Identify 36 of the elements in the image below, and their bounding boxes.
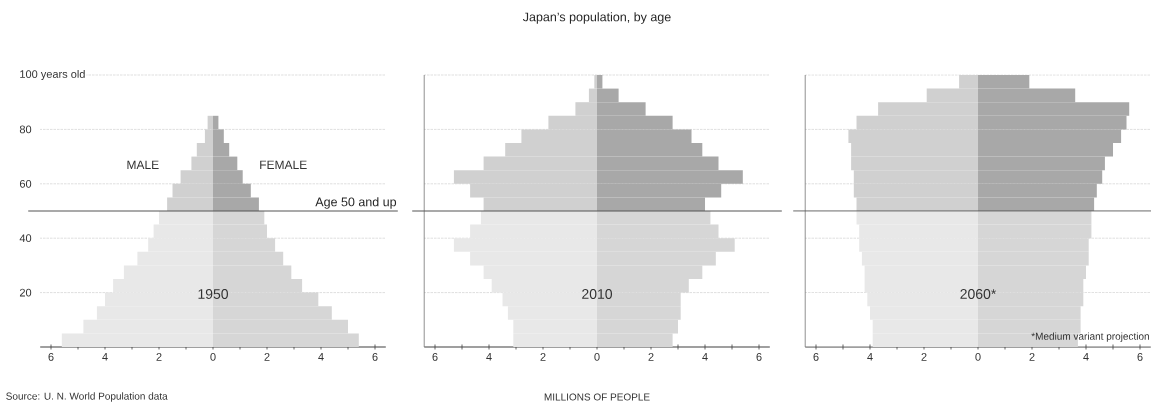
series-label: MALE [127, 160, 159, 169]
x-tick-label: 2 [1029, 353, 1035, 361]
x-tick-label: 2 [540, 353, 546, 361]
x-tick-label: 4 [102, 353, 108, 361]
series-label: FEMALE [260, 160, 307, 169]
y-tick-label: 20 [19, 288, 32, 297]
x-tick-label: 0 [210, 353, 216, 361]
x-tick-label: 6 [432, 353, 438, 361]
x-tick-label: 6 [372, 353, 378, 361]
x-tick-label: 4 [318, 353, 324, 361]
text: 2010 [582, 288, 613, 299]
y-tick-label: 100 years old [20, 69, 85, 81]
y-tick-label: 40 [19, 234, 32, 243]
x-axis-title: MILLIONS OF PEOPLE [544, 393, 650, 401]
x-tick-label: 6 [756, 353, 762, 361]
x-tick-label: 4 [702, 353, 708, 361]
x-tick-label: 0 [975, 353, 981, 361]
y-tick-label: 80 [19, 125, 32, 134]
x-tick-label: 4 [867, 353, 873, 361]
source-note: Source: U. N. World Population data [6, 392, 168, 402]
text: 1950 [198, 288, 229, 299]
x-tick-label: 6 [1137, 353, 1143, 361]
x-tick-label: 4 [1083, 353, 1089, 361]
x-tick-label: 2 [156, 353, 162, 361]
x-tick-label: 0 [594, 353, 600, 361]
x-tick-label: 6 [813, 353, 819, 361]
x-tick-label: 6 [48, 353, 54, 361]
x-tick-label: 2 [648, 353, 654, 361]
x-tick-label: 2 [921, 353, 927, 361]
text: 2060* [960, 288, 997, 299]
ref-line-label: Age 50 and up [315, 197, 397, 209]
x-tick-label: 2 [264, 353, 270, 361]
x-tick-label: 4 [486, 353, 492, 361]
y-tick-label: 60 [19, 179, 32, 188]
chart-title: Japan’s population, by age [522, 12, 671, 24]
annotation: *Medium variant projection [1031, 332, 1149, 342]
